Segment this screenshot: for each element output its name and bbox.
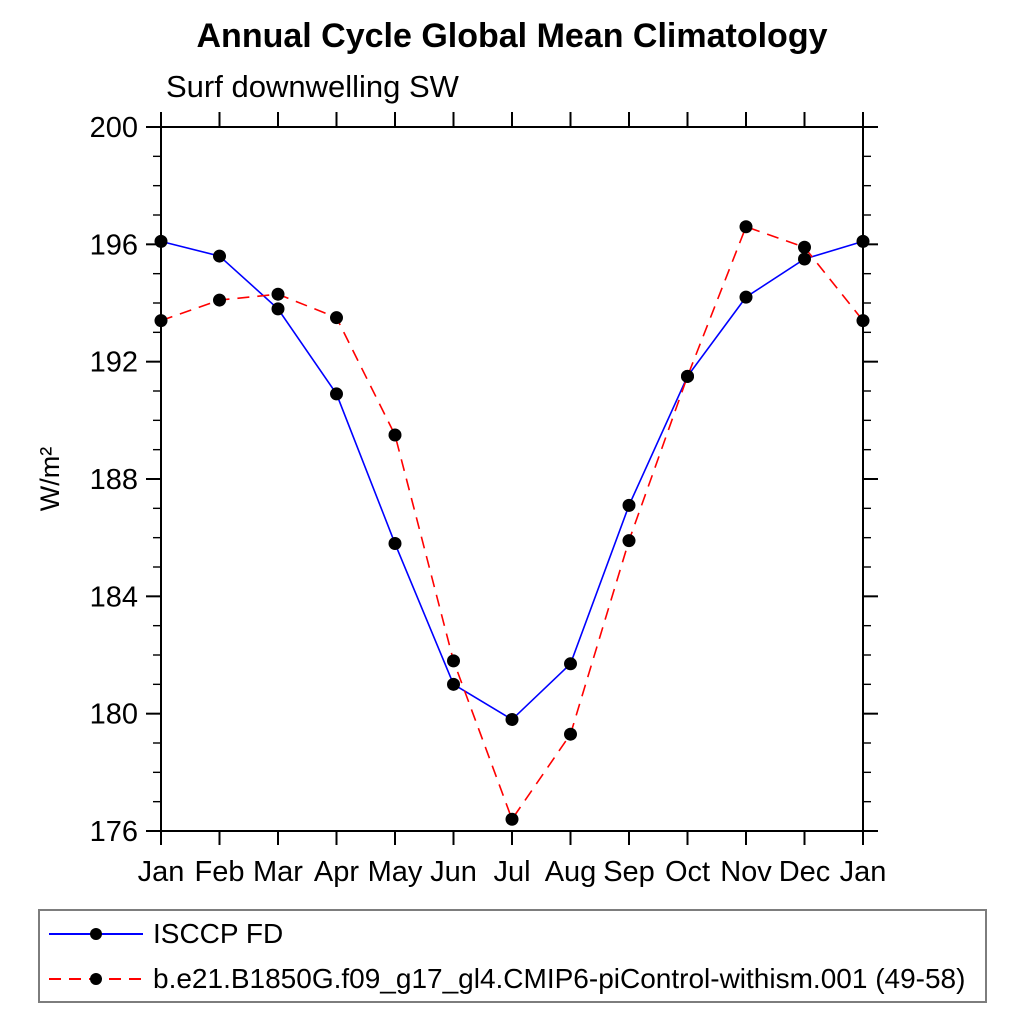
data-point-marker: [622, 534, 636, 548]
legend-label-model-run: b.e21.B1850G.f09_g17_gl4.CMIP6-piControl…: [153, 962, 966, 994]
data-point-marker: [271, 287, 285, 301]
y-tick-label: 184: [90, 581, 138, 613]
x-tick-label: Jul: [493, 856, 530, 888]
series-line-model-run: [160, 225, 864, 821]
data-point-marker: [213, 293, 226, 307]
data-point-marker: [739, 290, 753, 304]
y-tick-label: 192: [90, 347, 138, 379]
x-tick-label: Dec: [779, 856, 831, 888]
legend-sample-marker-icon: [90, 972, 102, 985]
legend-item-isccp-fd: ISCCP FD: [45, 915, 985, 953]
legend-sample-marker-icon: [90, 927, 102, 940]
data-point-marker: [622, 498, 636, 512]
data-point-marker: [798, 252, 811, 266]
legend-label-isccp-fd: ISCCP FD: [153, 917, 284, 949]
legend-box: ISCCP FD b.e21.B1850G.f09_g17_gl4.CMIP6-…: [38, 909, 987, 1003]
x-tick-label: Nov: [720, 856, 772, 888]
data-point-marker: [213, 249, 226, 263]
x-tick-label: Apr: [314, 856, 359, 888]
data-point-marker: [271, 302, 285, 316]
data-point-marker: [856, 234, 870, 248]
x-tick-label: Feb: [195, 856, 245, 888]
data-point-marker: [154, 234, 168, 248]
x-tick-label: Jan: [840, 856, 887, 888]
x-tick-label: Jun: [430, 856, 477, 888]
y-tick-label: 196: [90, 229, 138, 261]
data-point-marker: [447, 654, 460, 668]
y-tick-label: 200: [90, 112, 138, 144]
data-point-marker: [564, 727, 577, 741]
legend-line-sample-dashed: [49, 972, 143, 985]
y-tick-label: 176: [90, 816, 138, 848]
data-point-marker: [505, 812, 519, 826]
data-point-marker: [856, 314, 870, 328]
y-tick-label: 188: [90, 464, 138, 496]
x-tick-label: Sep: [603, 856, 655, 888]
x-tick-label: Aug: [545, 856, 597, 888]
chart-title: Annual Cycle Global Mean Climatology: [196, 17, 828, 55]
chart-subtitle: Surf downwelling SW: [166, 69, 459, 104]
data-point-marker: [564, 657, 577, 671]
data-point-marker: [505, 713, 519, 727]
legend-line-sample-solid: [49, 927, 143, 940]
series-line-isccp-fd: [160, 240, 864, 721]
x-tick-label: Oct: [665, 856, 710, 888]
data-point-marker: [798, 240, 811, 254]
data-point-marker: [388, 428, 402, 442]
x-tick-label: Jan: [138, 856, 185, 888]
x-tick-label: May: [368, 856, 423, 888]
legend-item-model-run: b.e21.B1850G.f09_g17_gl4.CMIP6-piControl…: [45, 960, 985, 998]
y-tick-label: 180: [90, 699, 138, 731]
data-point-marker: [739, 220, 753, 234]
x-tick-label: Mar: [253, 856, 303, 888]
data-point-marker: [447, 677, 460, 691]
data-point-marker: [330, 311, 343, 325]
data-point-marker: [681, 369, 694, 383]
data-point-marker: [388, 537, 402, 551]
data-point-marker: [154, 314, 168, 328]
data-point-marker: [330, 387, 343, 401]
